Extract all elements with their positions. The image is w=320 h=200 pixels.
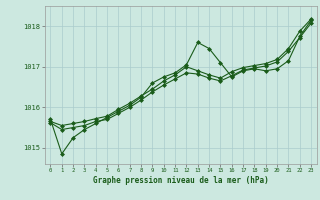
X-axis label: Graphe pression niveau de la mer (hPa): Graphe pression niveau de la mer (hPa) — [93, 176, 269, 185]
